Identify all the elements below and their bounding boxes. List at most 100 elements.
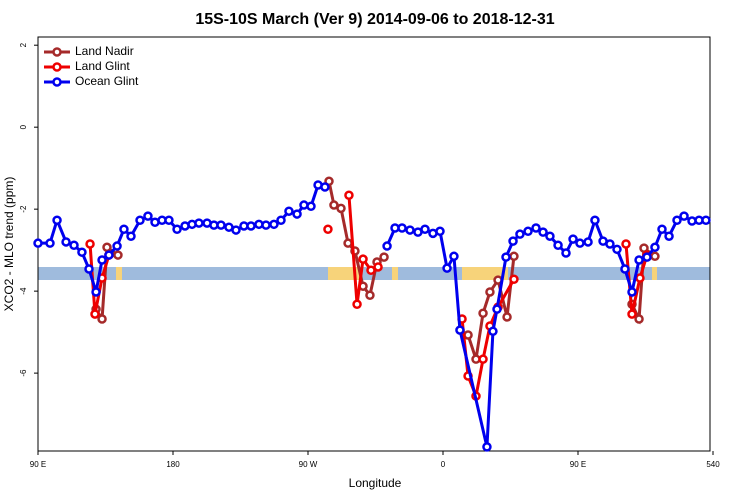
data-point: [545, 231, 555, 241]
data-point: [352, 299, 362, 310]
data-point: [126, 231, 136, 241]
data-point: [344, 190, 354, 200]
data-point: [299, 200, 309, 210]
data-point: [620, 264, 630, 274]
data-point: [84, 264, 94, 274]
data-point: [90, 309, 100, 319]
data-point: [642, 252, 652, 262]
data-point: [343, 238, 353, 248]
y-tick-label: -4: [19, 287, 28, 295]
data-point: [276, 215, 286, 225]
legend-label: Land Nadir: [75, 44, 134, 58]
y-tick-label: -2: [19, 205, 28, 213]
data-point: [627, 309, 637, 319]
data-point: [463, 330, 473, 340]
x-tick-label: 90 E: [30, 460, 46, 469]
x-tick-label: 0: [441, 460, 446, 469]
data-point: [442, 263, 452, 273]
y-axis-label: XCO2 - MLO trend (ppm): [2, 177, 16, 312]
data-point: [269, 219, 279, 230]
data-point: [488, 326, 498, 337]
data-point: [575, 238, 585, 248]
data-point: [523, 226, 533, 237]
data-point: [478, 308, 488, 319]
data-point: [104, 250, 114, 260]
legend-label: Ocean Glint: [75, 74, 139, 88]
data-point: [194, 218, 204, 228]
data-point: [583, 237, 593, 247]
data-point: [261, 220, 271, 230]
data-point: [102, 242, 112, 253]
data-point: [69, 240, 79, 250]
data-point: [52, 215, 62, 225]
legend-marker: [52, 77, 62, 87]
data-point: [435, 226, 445, 237]
legend-label: Land Glint: [75, 59, 130, 73]
data-point: [320, 182, 330, 192]
data-point: [492, 304, 502, 314]
data-point: [97, 314, 107, 324]
legend-marker: [52, 47, 62, 57]
x-axis-label: Longitude: [349, 476, 402, 490]
data-point: [650, 251, 660, 262]
data-point: [292, 209, 302, 219]
data-point: [323, 224, 333, 234]
data-point: [373, 262, 383, 272]
data-point: [701, 215, 711, 225]
data-point: [635, 273, 645, 283]
data-point: [112, 241, 122, 251]
data-point: [634, 255, 644, 265]
data-point: [478, 354, 488, 364]
data-point: [664, 231, 674, 241]
data-point: [612, 244, 622, 255]
data-point: [45, 238, 55, 248]
data-point: [379, 252, 389, 262]
data-point: [515, 229, 525, 239]
data-point: [164, 215, 174, 225]
data-point: [61, 237, 71, 247]
data-point: [485, 287, 495, 297]
y-tick-label: 2: [19, 42, 28, 47]
data-point: [172, 224, 182, 234]
x-tick-label: 540: [706, 460, 720, 469]
data-point: [449, 251, 459, 262]
data-point: [672, 215, 682, 225]
data-point: [33, 238, 43, 248]
data-point: [509, 251, 519, 262]
data-point: [135, 215, 145, 225]
data-point: [538, 227, 548, 237]
data-point: [119, 224, 129, 234]
data-point: [657, 224, 667, 234]
data-point: [405, 225, 415, 235]
data-point: [91, 287, 101, 297]
data-point: [336, 203, 346, 214]
data-point: [679, 211, 689, 221]
data-point: [553, 240, 563, 250]
data-point: [502, 312, 512, 322]
data-point: [568, 234, 578, 244]
data-point: [231, 225, 241, 235]
data-point: [650, 242, 660, 253]
data-point: [382, 241, 392, 251]
data-point: [634, 314, 644, 324]
x-tick-label: 180: [166, 460, 180, 469]
x-tick-label: 90 W: [299, 460, 318, 469]
data-point: [508, 236, 518, 246]
data-point: [85, 239, 95, 249]
data-point: [77, 247, 87, 257]
data-point: [627, 287, 637, 297]
data-point: [561, 248, 571, 258]
chart-title: 15S-10S March (Ver 9) 2014-09-06 to 2018…: [195, 11, 554, 28]
data-point: [216, 220, 226, 230]
data-point: [531, 223, 541, 233]
data-point: [397, 223, 407, 233]
data-point: [501, 252, 511, 262]
data-point: [621, 239, 631, 249]
data-point: [284, 206, 294, 216]
data-point: [420, 224, 430, 234]
data-point: [365, 290, 375, 300]
data-point: [329, 200, 339, 210]
data-point: [509, 274, 519, 285]
data-point: [97, 255, 107, 265]
